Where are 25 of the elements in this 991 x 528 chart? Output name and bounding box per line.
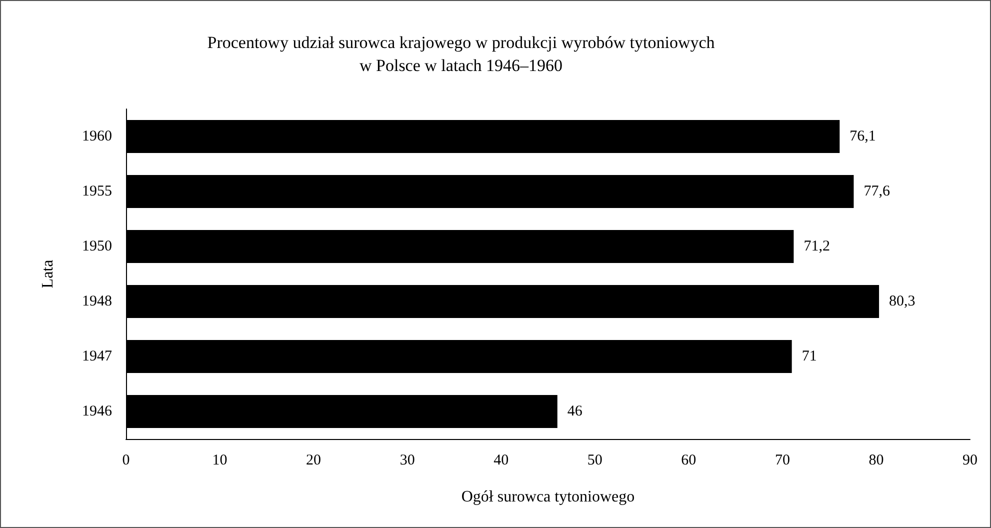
y-tick-label: 1946 [82, 404, 112, 420]
chart-title: Procentowy udział surowca krajowego w produkcji wyrobów tytoniowych w Polsce w latach 1946–1960 [207, 33, 716, 75]
data-label: 71,2 [804, 238, 830, 254]
y-tick-label: 1955 [82, 184, 112, 200]
x-tick-label: 90 [962, 452, 978, 468]
x-tick-label: 50 [587, 452, 602, 468]
data-label: 77,6 [864, 184, 890, 200]
data-label: 80,3 [889, 294, 916, 310]
x-tick-label: 20 [306, 452, 322, 468]
y-tick-label: 1948 [82, 294, 112, 310]
y-tick-label: 1960 [82, 128, 112, 144]
x-tick-label: 10 [212, 452, 228, 468]
x-tick-label: 60 [681, 452, 696, 468]
x-tick-label: 70 [774, 452, 790, 468]
y-axis-title: Lata [40, 260, 56, 288]
data-label: 71 [802, 348, 817, 364]
x-axis-title: Ogół surowca tytoniowego [461, 488, 635, 506]
x-tick-label: 30 [400, 452, 415, 468]
y-tick-label: 1947 [82, 348, 112, 364]
x-tick-label: 0 [122, 452, 130, 468]
x-tick-label: 80 [868, 452, 884, 468]
x-tick-label: 40 [494, 452, 509, 468]
data-label: 46 [567, 404, 583, 420]
data-label: 76,1 [850, 128, 876, 144]
y-tick-label: 1950 [82, 238, 112, 254]
